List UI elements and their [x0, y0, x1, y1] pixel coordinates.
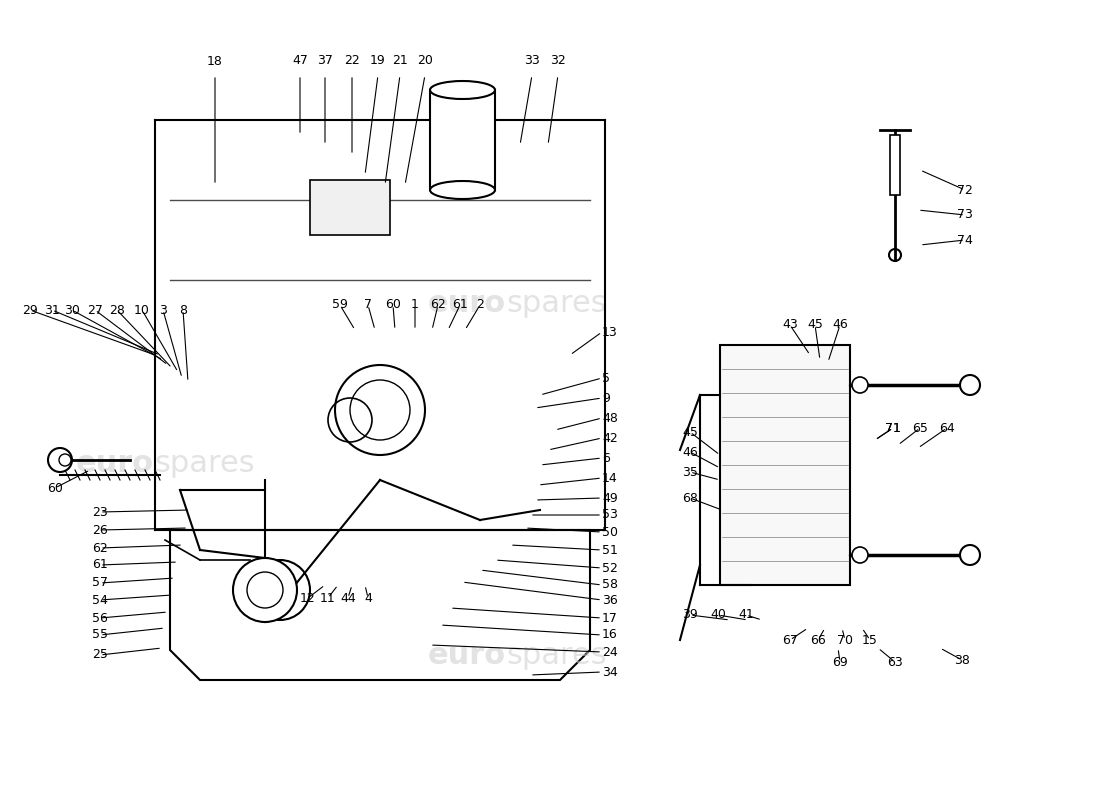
Text: 60: 60	[47, 482, 63, 494]
Text: 24: 24	[602, 646, 618, 658]
Text: 52: 52	[602, 562, 618, 574]
Text: 68: 68	[682, 491, 697, 505]
Text: 66: 66	[810, 634, 826, 646]
Text: 54: 54	[92, 594, 108, 606]
Text: 14: 14	[602, 471, 618, 485]
Text: 21: 21	[392, 54, 408, 67]
Text: 39: 39	[682, 609, 697, 622]
Text: 65: 65	[912, 422, 928, 434]
Text: 73: 73	[957, 209, 972, 222]
Text: 2: 2	[476, 298, 484, 311]
Text: 26: 26	[92, 523, 108, 537]
Text: 31: 31	[44, 303, 59, 317]
Bar	[310, 180, 390, 235]
Text: 5: 5	[602, 371, 610, 385]
Text: euro: euro	[76, 450, 154, 478]
Text: 27: 27	[87, 303, 103, 317]
Text: 45: 45	[682, 426, 697, 438]
Text: 40: 40	[711, 609, 726, 622]
Text: 6: 6	[602, 451, 609, 465]
Text: 35: 35	[682, 466, 697, 478]
Circle shape	[960, 545, 980, 565]
Text: spares: spares	[506, 290, 606, 318]
Text: 37: 37	[317, 54, 333, 67]
Text: 62: 62	[92, 542, 108, 554]
Text: 46: 46	[682, 446, 697, 458]
Text: 10: 10	[134, 303, 150, 317]
Text: 64: 64	[939, 422, 955, 434]
Text: 71: 71	[886, 422, 901, 434]
Text: 70: 70	[837, 634, 852, 646]
Text: 18: 18	[207, 55, 223, 68]
Text: 33: 33	[524, 54, 540, 67]
Text: 15: 15	[862, 634, 878, 646]
Text: 56: 56	[92, 611, 108, 625]
Ellipse shape	[430, 181, 495, 199]
Text: 7: 7	[364, 298, 372, 311]
Text: 1: 1	[411, 298, 419, 311]
Text: 59: 59	[332, 298, 348, 311]
Text: 38: 38	[954, 654, 970, 666]
Text: 45: 45	[807, 318, 823, 331]
Text: 17: 17	[602, 611, 618, 625]
Text: 53: 53	[602, 509, 618, 522]
Text: 46: 46	[832, 318, 848, 331]
Text: euro: euro	[428, 290, 506, 318]
Text: 41: 41	[738, 609, 754, 622]
Circle shape	[233, 558, 297, 622]
Text: 47: 47	[293, 54, 308, 67]
Text: 51: 51	[602, 543, 618, 557]
Ellipse shape	[430, 81, 495, 99]
Bar	[430, 90, 495, 190]
Text: 30: 30	[64, 303, 80, 317]
Text: 57: 57	[92, 577, 108, 590]
Text: 61: 61	[452, 298, 468, 311]
Text: 67: 67	[782, 634, 797, 646]
Text: spares: spares	[154, 450, 254, 478]
Text: 48: 48	[602, 411, 618, 425]
Text: 69: 69	[832, 655, 848, 669]
Text: 63: 63	[887, 655, 903, 669]
Text: 55: 55	[92, 629, 108, 642]
Text: 49: 49	[602, 491, 618, 505]
Text: 44: 44	[340, 591, 356, 605]
Text: 4: 4	[364, 591, 372, 605]
Text: 16: 16	[602, 629, 618, 642]
Text: 34: 34	[602, 666, 618, 678]
Circle shape	[48, 448, 72, 472]
Text: 50: 50	[602, 526, 618, 538]
Text: 12: 12	[300, 591, 316, 605]
Text: 72: 72	[957, 183, 972, 197]
Text: 19: 19	[370, 54, 386, 67]
Text: 20: 20	[417, 54, 433, 67]
Circle shape	[852, 377, 868, 393]
Text: 71: 71	[886, 422, 901, 434]
Text: spares: spares	[506, 642, 606, 670]
Circle shape	[960, 375, 980, 395]
Text: 74: 74	[957, 234, 972, 246]
Text: 36: 36	[602, 594, 618, 606]
Text: 3: 3	[160, 303, 167, 317]
Text: 22: 22	[344, 54, 360, 67]
Text: 13: 13	[602, 326, 618, 338]
Text: 32: 32	[550, 54, 565, 67]
Text: 28: 28	[109, 303, 125, 317]
Text: 25: 25	[92, 649, 108, 662]
Text: 9: 9	[602, 391, 609, 405]
Text: 29: 29	[22, 303, 37, 317]
Bar	[720, 345, 850, 585]
Text: 8: 8	[179, 303, 187, 317]
Text: euro: euro	[428, 642, 506, 670]
Text: 42: 42	[602, 431, 618, 445]
Text: 61: 61	[92, 558, 108, 571]
Text: 60: 60	[385, 298, 400, 311]
Text: 43: 43	[782, 318, 797, 331]
Bar	[890, 135, 900, 195]
Text: 62: 62	[430, 298, 446, 311]
Text: 11: 11	[320, 591, 336, 605]
Text: 23: 23	[92, 506, 108, 518]
Text: 58: 58	[602, 578, 618, 591]
Circle shape	[852, 547, 868, 563]
